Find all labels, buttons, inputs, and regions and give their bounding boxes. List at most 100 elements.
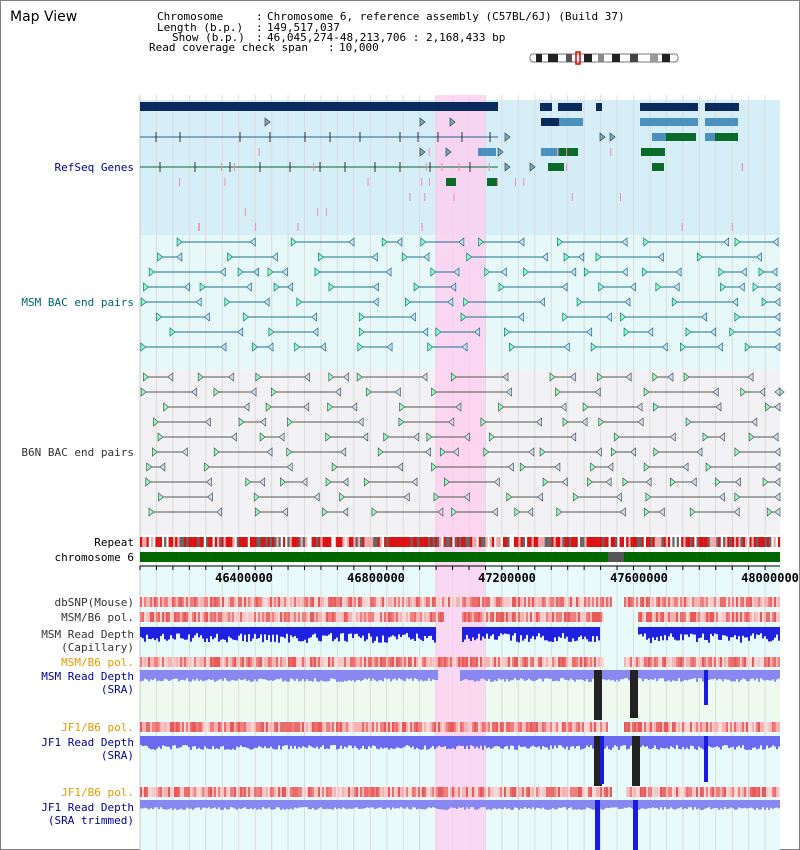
repeat-cell — [538, 537, 541, 547]
heat-cell — [232, 597, 234, 607]
heat-cell — [630, 657, 632, 667]
heat-cell — [642, 722, 644, 732]
heat-cell — [566, 612, 568, 622]
heat-cell — [512, 787, 514, 797]
heat-cell — [596, 722, 598, 732]
depth-bar — [408, 736, 410, 746]
b6n-bac-end-pairs-track[interactable] — [140, 372, 785, 517]
heat-cell — [658, 597, 660, 607]
label-jf1-read-depth-sra-1[interactable]: JF1 Read Depth — [41, 736, 134, 749]
label-dbsnp[interactable]: dbSNP(Mouse) — [54, 596, 134, 609]
bac-end-marker — [549, 372, 556, 382]
depth-bar — [504, 670, 506, 682]
heat-cell — [466, 597, 468, 607]
heat-cell — [278, 657, 280, 667]
depth-bar — [628, 736, 630, 749]
label-b6n-bac-end-pairs[interactable]: B6N BAC end pairs — [21, 446, 134, 459]
heat-cell — [700, 657, 702, 667]
label-msm-read-depth-capillary-2[interactable]: (Capillary) — [61, 641, 134, 654]
heat-cell — [602, 612, 604, 622]
chromosome-ideogram[interactable] — [529, 51, 679, 65]
repeat-track[interactable] — [140, 537, 781, 547]
heat-cell — [182, 787, 184, 797]
heat-cell — [190, 612, 192, 622]
depth-bar — [526, 736, 528, 749]
heat-cell — [534, 597, 536, 607]
heat-cell — [208, 657, 210, 667]
heat-cell — [682, 722, 684, 732]
label-jf1-b6-pol-1[interactable]: JF1/B6 pol. — [61, 721, 134, 734]
heat-cell — [194, 722, 196, 732]
label-jf1-b6-pol-2[interactable]: JF1/B6 pol. — [61, 786, 134, 799]
depth-bar — [486, 800, 488, 810]
msm-bac-end-pairs-track[interactable] — [140, 237, 781, 352]
label-jf1-read-depth-trimmed-2[interactable]: (SRA trimmed) — [47, 814, 134, 827]
chromosome-bar[interactable] — [140, 552, 780, 562]
heat-cell — [186, 657, 188, 667]
heat-cell — [332, 787, 334, 797]
heat-cell — [174, 597, 176, 607]
heat-cell — [736, 657, 738, 667]
label-msm-read-depth-capillary-1[interactable]: MSM Read Depth — [41, 628, 134, 641]
heat-cell — [476, 722, 478, 732]
depth-bar — [364, 627, 366, 642]
label-repeat[interactable]: Repeat — [94, 536, 134, 549]
heat-cell — [420, 597, 422, 607]
repeat-cell — [445, 537, 448, 547]
heat-cell — [146, 657, 148, 667]
label-msm-b6-pol-2[interactable]: MSM/B6 pol. — [61, 656, 134, 669]
repeat-cell — [210, 537, 213, 547]
label-msm-read-depth-sra-2[interactable]: (SRA) — [100, 683, 134, 696]
label-msm-b6-pol-1[interactable]: MSM/B6 pol. — [61, 611, 134, 624]
depth-bar — [468, 736, 470, 750]
bac-end-marker — [156, 312, 163, 322]
heat-cell — [744, 612, 746, 622]
label-jf1-read-depth-sra-2[interactable]: (SRA) — [100, 749, 134, 762]
repeat-cell — [362, 537, 365, 547]
label-chromosome[interactable]: chromosome 6 — [54, 551, 134, 564]
label-msm-read-depth-sra-1[interactable]: MSM Read Depth — [41, 670, 134, 683]
bac-end-marker — [227, 252, 234, 262]
depth-bar — [426, 736, 428, 750]
label-jf1-read-depth-trimmed-1[interactable]: JF1 Read Depth — [41, 801, 134, 814]
gene-block — [487, 178, 498, 186]
bac-end-marker — [237, 267, 244, 277]
heat-cell — [576, 722, 578, 732]
heat-cell — [276, 612, 278, 622]
gene-block — [596, 103, 602, 111]
depth-bar — [140, 800, 142, 809]
depth-bar — [502, 670, 504, 680]
bac-end-marker — [556, 507, 563, 517]
depth-bar — [150, 627, 152, 640]
depth-bar — [754, 627, 756, 639]
heat-cell — [374, 722, 376, 732]
heat-cell — [366, 657, 368, 667]
depth-bar — [390, 670, 392, 682]
repeat-cell — [742, 537, 745, 547]
depth-bar — [424, 736, 426, 746]
label-msm-bac-end-pairs[interactable]: MSM BAC end pairs — [21, 296, 134, 309]
refseq-genes-track[interactable] — [140, 102, 744, 231]
depth-bar — [142, 736, 144, 747]
read-depth-tracks[interactable] — [140, 627, 780, 850]
depth-bar — [512, 736, 514, 746]
polymorphism-heat-tracks[interactable] — [140, 597, 780, 797]
heat-cell — [534, 787, 536, 797]
heat-cell — [528, 597, 530, 607]
repeat-cell — [324, 537, 327, 547]
depth-bar — [676, 736, 678, 746]
heat-cell — [772, 612, 774, 622]
depth-bar — [382, 736, 384, 749]
heat-cell — [230, 597, 232, 607]
heat-cell — [500, 722, 502, 732]
heat-cell — [660, 722, 662, 732]
repeat-cell — [245, 537, 248, 547]
heat-cell — [362, 612, 364, 622]
label-refseq-genes[interactable]: RefSeq Genes — [54, 161, 134, 174]
repeat-cell — [771, 537, 774, 547]
depth-bar — [566, 736, 568, 747]
depth-bar — [668, 800, 670, 809]
depth-bar — [360, 800, 362, 809]
heat-cell — [710, 657, 712, 667]
